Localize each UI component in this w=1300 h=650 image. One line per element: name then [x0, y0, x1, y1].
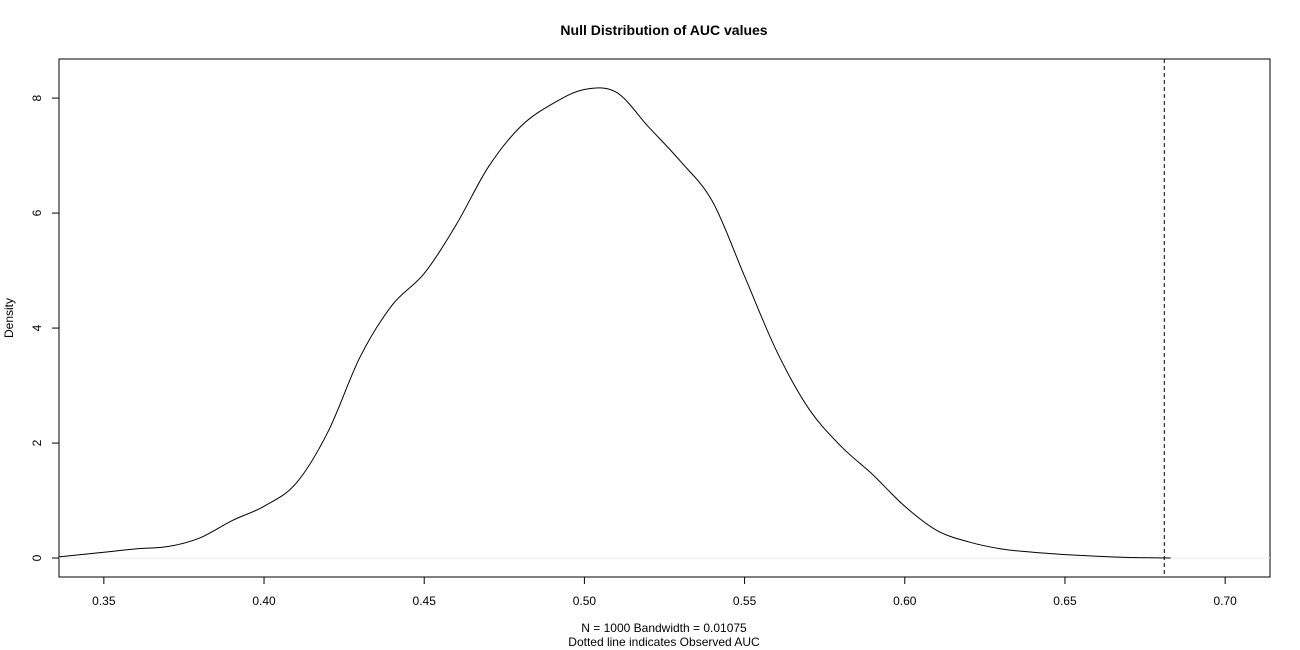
x-tick-label: 0.40 — [252, 594, 276, 608]
y-tick-label: 0 — [30, 554, 44, 561]
chart-title: Null Distribution of AUC values — [560, 22, 767, 38]
y-tick-label: 6 — [30, 209, 44, 216]
y-tick-label: 8 — [30, 94, 44, 101]
x-tick-label: 0.45 — [413, 594, 437, 608]
x-axis-label-line2: Dotted line indicates Observed AUC — [568, 635, 760, 649]
x-tick-label: 0.50 — [573, 594, 597, 608]
density-curve — [58, 87, 1171, 559]
y-tick-label: 4 — [30, 324, 44, 331]
x-axis: 0.35 0.40 0.45 0.50 0.55 0.60 0.65 0.70 — [92, 577, 1237, 608]
x-tick-label: 0.65 — [1053, 594, 1077, 608]
x-tick-label: 0.55 — [733, 594, 757, 608]
plot-frame — [58, 58, 1271, 578]
y-axis-label: Density — [2, 298, 16, 338]
x-tick-label: 0.70 — [1213, 594, 1237, 608]
y-tick-label: 2 — [30, 439, 44, 446]
y-axis: 0 2 4 6 8 — [30, 94, 59, 561]
x-axis-label-line1: N = 1000 Bandwidth = 0.01075 — [581, 621, 747, 635]
x-tick-label: 0.60 — [893, 594, 917, 608]
x-tick-label: 0.35 — [92, 594, 116, 608]
